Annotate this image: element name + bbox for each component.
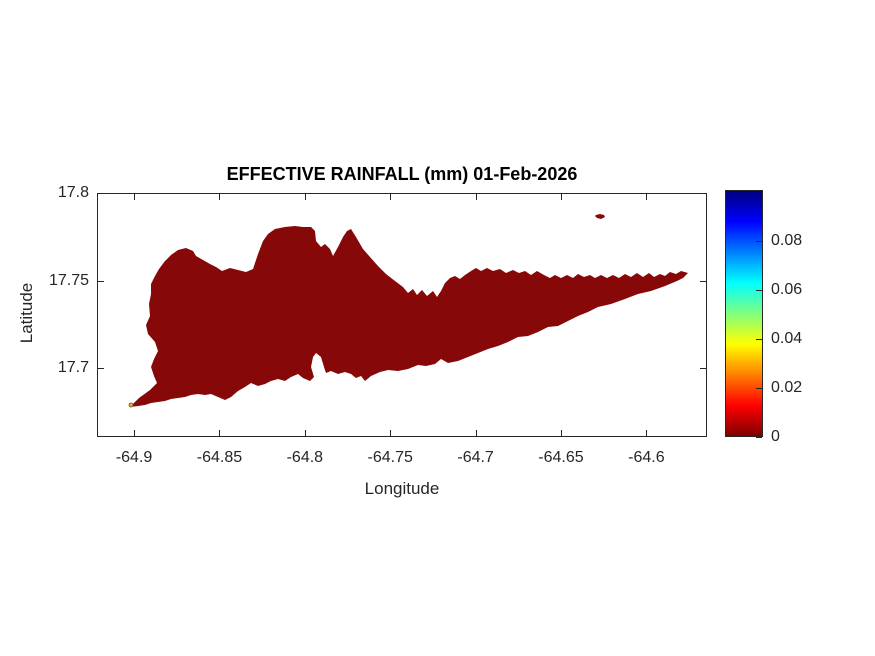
x-tick-mark [390,430,392,436]
colorbar-tick-mark [756,388,762,390]
x-tick-mark [646,430,648,436]
colorbar [725,190,763,437]
y-tick-mark [98,368,104,370]
y-tick-mark-right [700,193,706,194]
y-tick-mark-right [700,280,706,282]
y-tick-label: 17.7 [57,359,89,377]
x-tick-mark-top [475,194,477,200]
y-tick-mark [98,193,104,194]
colorbar-tick-label: 0.04 [771,330,803,348]
colorbar-tick-label: 0.06 [771,281,803,299]
colorbar-tick-label: 0.02 [771,379,803,397]
x-tick-mark [134,430,136,436]
x-tick-mark [219,430,221,436]
map-canvas [128,214,688,408]
plot-area [97,193,707,437]
x-tick-mark [560,430,562,436]
x-tick-mark-top [304,194,306,200]
x-tick-label: -64.65 [538,449,584,466]
x-tick-mark-top [219,194,221,200]
colorbar-tick-mark [756,290,762,292]
colorbar-tick-mark [756,241,762,243]
colorbar-tick-label: 0 [771,428,780,445]
x-tick-label: -64.6 [628,449,665,466]
island-polygon [130,226,688,407]
x-tick-mark-top [646,194,648,200]
plot-title: EFFECTIVE RAINFALL (mm) 01-Feb-2026 [226,164,578,184]
x-tick-label: -64.7 [457,449,494,466]
x-tick-label: -64.75 [367,449,413,466]
colorbar-tick-mark [756,437,762,438]
colorbar-tick-label: 0.08 [771,232,803,250]
x-tick-mark-top [560,194,562,200]
y-tick-mark-right [700,368,706,370]
x-tick-label: -64.85 [196,449,243,466]
x-tick-mark [475,430,477,436]
x-tick-mark [304,430,306,436]
y-tick-mark [98,280,104,282]
y-axis-label: Latitude [17,282,36,344]
x-tick-label: -64.9 [115,449,153,466]
x-tick-mark-top [390,194,392,200]
x-axis-label: Longitude [364,479,440,498]
x-tick-label: -64.8 [286,449,324,466]
y-tick-label: 17.75 [48,271,89,289]
x-tick-mark-top [134,194,136,200]
islet-polygon [595,214,605,219]
west-tip-marker [128,402,134,408]
y-tick-label: 17.8 [57,184,89,201]
colorbar-tick-mark [756,339,762,341]
